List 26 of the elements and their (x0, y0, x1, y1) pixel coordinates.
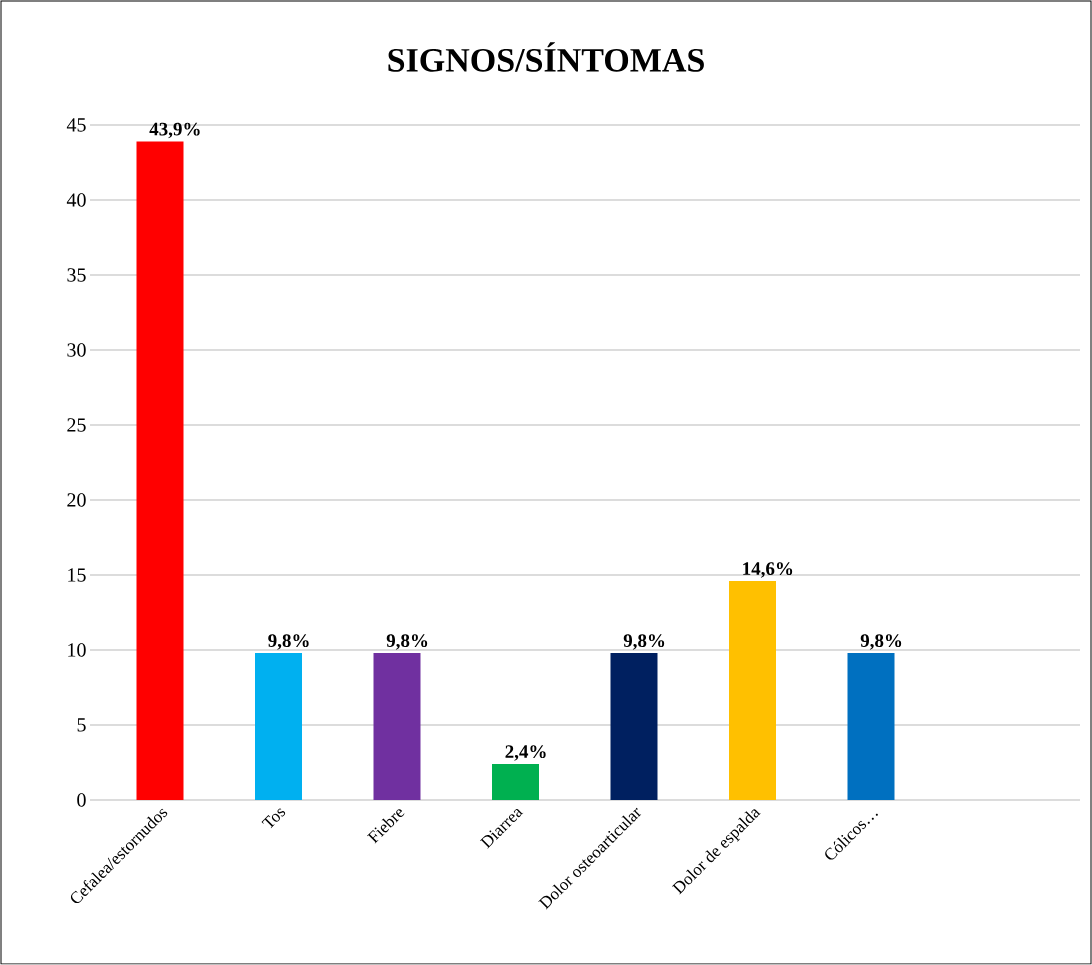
y-tick-label: 5 (77, 718, 86, 732)
chart-title: SIGNOS/SÍNTOMAS (388, 42, 704, 72)
data-label: 9,8% (386, 634, 428, 650)
data-label: 2,4% (505, 745, 546, 761)
data-label: 43,9% (149, 122, 200, 139)
y-tick-label: 45 (66, 118, 86, 132)
y-tick-label: 30 (67, 343, 86, 357)
x-tick-label: Tos (261, 808, 286, 829)
bar (610, 652, 658, 800)
bar (255, 652, 303, 800)
data-label: 9,8% (860, 634, 902, 650)
bar (373, 652, 421, 800)
bar (492, 763, 540, 800)
y-tick-label: 10 (68, 643, 86, 657)
y-tick-label: 15 (68, 568, 86, 582)
y-tick-label: 25 (67, 418, 86, 432)
y-tick-label: 40 (66, 193, 86, 207)
y-tick-label: 35 (67, 268, 86, 282)
data-label: 9,8% (268, 634, 309, 650)
y-tick-label: 0 (77, 793, 86, 807)
data-label: 14,6% (743, 562, 793, 578)
data-label: 9,8% (623, 634, 665, 650)
y-tick-label: 20 (67, 493, 86, 507)
bar (847, 652, 895, 800)
bar (729, 580, 777, 800)
bar (136, 141, 184, 800)
